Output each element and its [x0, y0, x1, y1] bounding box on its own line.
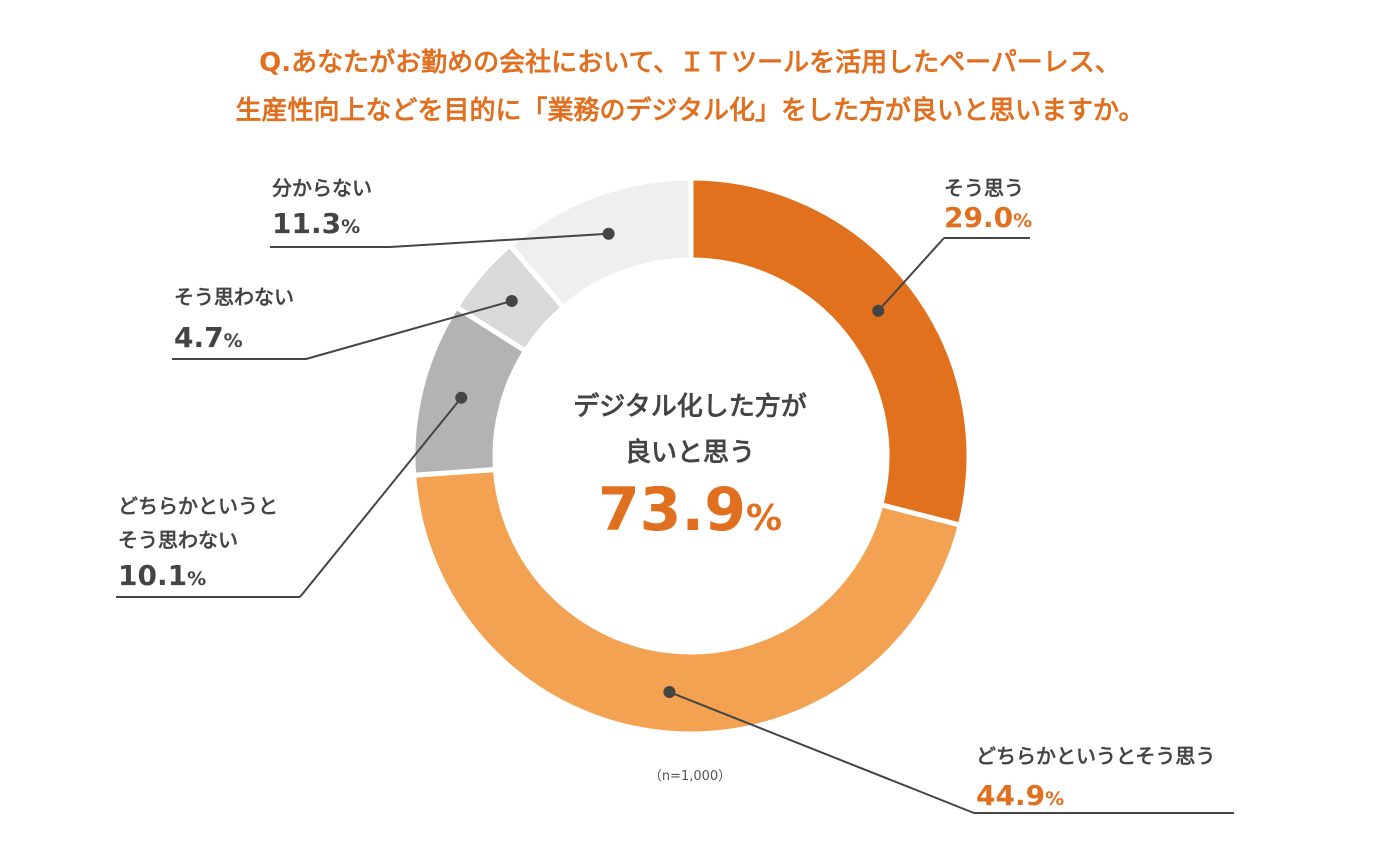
center-label-line1: デジタル化した方が: [573, 392, 807, 422]
label-dochiraka-omowanai-line2: そう思わない: [118, 528, 238, 552]
rule-dochiraka-omowanai: [116, 596, 300, 598]
label-dochiraka-omou: どちらかというとそう思う: [976, 744, 1216, 768]
leader-dochiraka-omowanai: [299, 397, 463, 598]
leader-so-omowanai-dot: [505, 294, 518, 307]
unit-dochiraka-omowanai: %: [187, 568, 207, 590]
center-label-line2: 良いと思う: [624, 438, 755, 468]
center-value-number: 73.9: [597, 475, 746, 545]
value-so-omou-number: 29.0: [944, 201, 1014, 234]
label-so-omou: そう思う: [944, 176, 1024, 200]
leader-so-omowanai: [305, 299, 513, 360]
rule-so-omowanai: [172, 358, 306, 360]
leader-so-omou-dot: [872, 304, 885, 317]
leader-wakaranai-dot: [602, 227, 615, 240]
slice-so-omou: [688, 175, 972, 529]
rule-so-omou: [944, 237, 1030, 239]
chart-title-line1: Q.あなたがお勤めの会社において、ＩＴツールを活用したペーパーレス、: [259, 48, 1121, 78]
label-so-omowanai: そう思わない: [174, 285, 294, 309]
leader-dochiraka-omou: [669, 691, 975, 814]
unit-so-omowanai: %: [223, 330, 243, 352]
unit-so-omou: %: [1013, 210, 1033, 232]
value-so-omowanai-number: 4.7: [174, 321, 224, 354]
unit-dochiraka-omou: %: [1045, 788, 1065, 810]
center-value-unit: %: [745, 498, 783, 539]
center-value: 73.9%: [520, 478, 860, 551]
sample-size-note: （n=1,000）: [648, 769, 732, 784]
value-dochiraka-omou: 44.9%: [976, 780, 1064, 815]
value-wakaranai-number: 11.3: [272, 207, 342, 240]
leader-dochiraka-omowanai-dot: [455, 391, 468, 404]
leader-wakaranai: [389, 232, 609, 248]
leader-so-omou: [877, 237, 945, 312]
value-so-omowanai: 4.7%: [174, 322, 243, 357]
value-dochiraka-omowanai-number: 10.1: [118, 559, 188, 592]
leader-dochiraka-omou-dot: [663, 686, 676, 699]
rule-wakaranai: [270, 246, 390, 248]
chart-title-line2: 生産性向上などを目的に「業務のデジタル化」をした方が良いと思いますか。: [235, 96, 1145, 126]
rule-dochiraka-omou: [974, 812, 1234, 814]
value-wakaranai: 11.3%: [272, 208, 360, 243]
slice-wakaranai: [506, 175, 694, 311]
label-wakaranai: 分からない: [272, 176, 372, 200]
unit-wakaranai: %: [341, 216, 361, 238]
value-dochiraka-omowanai: 10.1%: [118, 560, 206, 595]
label-dochiraka-omowanai-line1: どちらかというと: [118, 494, 278, 518]
slice-dochiraka-omou: [410, 466, 964, 737]
value-so-omou: 29.0%: [944, 202, 1032, 237]
value-dochiraka-omou-number: 44.9: [976, 779, 1046, 812]
